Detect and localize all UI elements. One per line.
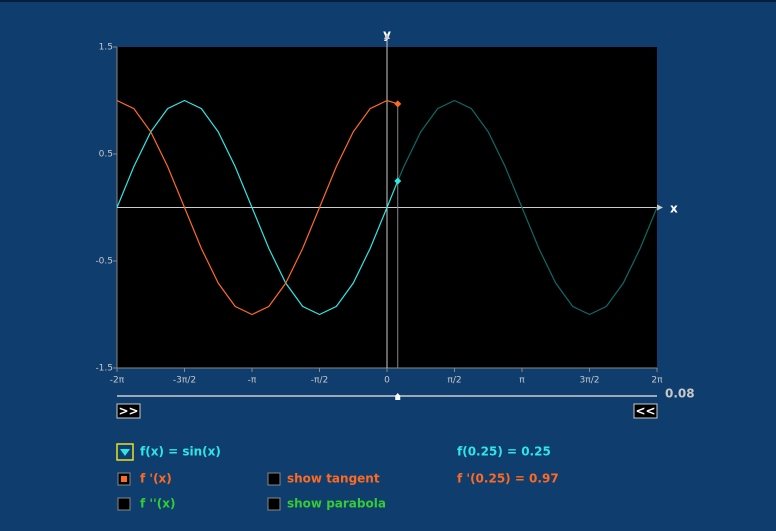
readout-df: f '(0.25) = 0.97 <box>457 472 559 486</box>
play-label: >> <box>118 404 138 418</box>
top-border <box>0 0 776 2</box>
x-tick-label: -π <box>248 376 257 386</box>
y-tick-label: 0.5 <box>99 150 113 160</box>
play-button[interactable] <box>116 403 141 419</box>
point-marker <box>394 177 402 185</box>
rewind-button[interactable] <box>633 403 658 419</box>
tangent-checkbox[interactable] <box>267 472 281 486</box>
x-tick-label: 0 <box>384 376 390 386</box>
x-tick-label: 2π <box>651 376 663 386</box>
x-axis-arrow <box>657 204 663 211</box>
x-tick-label: π/2 <box>447 376 461 386</box>
point-marker <box>394 100 402 108</box>
curve <box>116 99 398 316</box>
first-derivative-label: f '(x) <box>140 472 172 486</box>
x-tick-label: 3π/2 <box>580 376 600 386</box>
readout-f: f(0.25) = 0.25 <box>457 445 551 459</box>
y-tick-label: -0.5 <box>95 257 113 267</box>
second-derivative-label: f ''(x) <box>140 497 175 511</box>
x-axis-label: x <box>670 202 678 216</box>
x-tick-label: -π/2 <box>311 376 328 386</box>
checkbox-check <box>121 476 127 482</box>
x-tick-label: -2π <box>110 376 125 386</box>
function-label: f(x) = sin(x) <box>140 445 221 459</box>
y-tick-label: 1.5 <box>99 43 113 53</box>
slider-thumb[interactable] <box>395 393 401 400</box>
x-tick-label: π <box>519 376 525 386</box>
slider-value: 0.08 <box>665 387 695 401</box>
rewind-label: << <box>635 404 655 418</box>
tangent-label: show tangent <box>287 472 380 486</box>
parabola-label: show parabola <box>287 497 386 511</box>
second-derivative-checkbox[interactable] <box>117 497 131 511</box>
curve <box>116 99 399 316</box>
curve <box>397 99 658 316</box>
parabola-checkbox[interactable] <box>267 497 281 511</box>
y-tick-label: -1.5 <box>95 364 113 374</box>
y-axis-arrow <box>384 33 390 39</box>
x-tick-label: -3π/2 <box>173 376 196 386</box>
dropdown-arrow <box>120 449 130 456</box>
